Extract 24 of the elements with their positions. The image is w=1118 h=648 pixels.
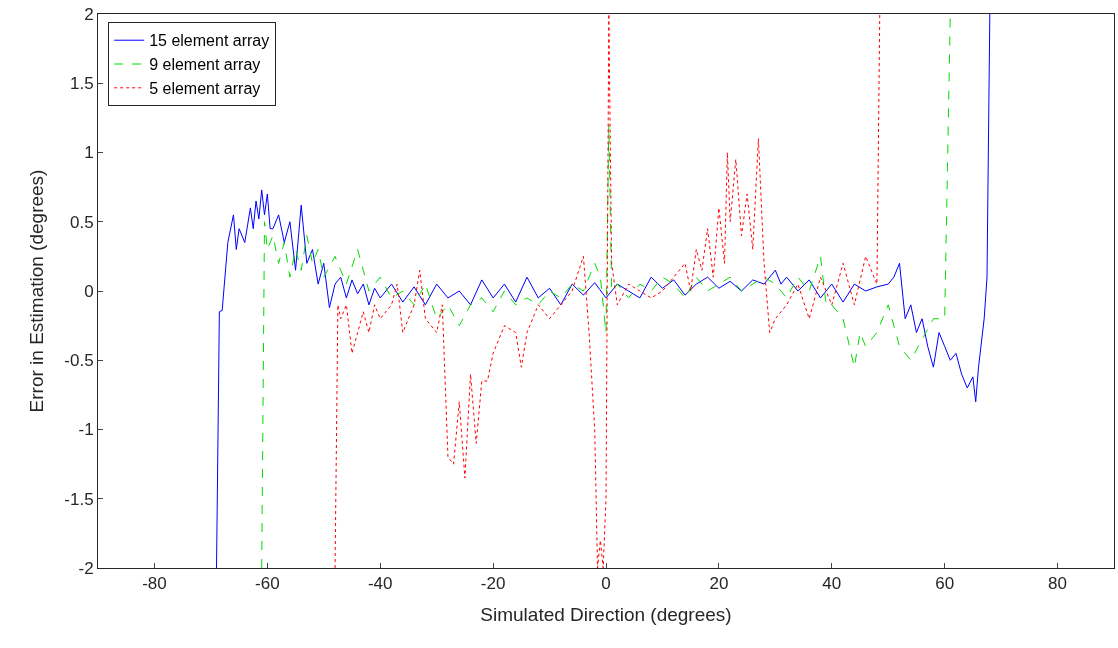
y-tick-label: 1 [84, 143, 94, 163]
y-tick-label: 1.5 [69, 74, 94, 94]
x-tick-label: -60 [255, 574, 280, 594]
x-tick-label: 80 [1048, 574, 1068, 594]
x-tick-label: -80 [142, 574, 167, 594]
y-tick-label: -1 [78, 420, 94, 440]
x-tick-label: -40 [367, 574, 393, 594]
y-tick-label: -0.5 [64, 351, 94, 371]
x-tick-label: 0 [601, 574, 611, 594]
y-tick-label: -1.5 [64, 489, 94, 509]
x-tick-label: 40 [822, 574, 842, 594]
legend-label: 15 element array [149, 32, 270, 50]
line-series [334, 14, 881, 568]
y-tick-label: -2 [78, 558, 94, 578]
x-tick-label: 60 [935, 574, 955, 594]
y-tick-label: 0.5 [69, 212, 94, 232]
x-axis-title: Simulated Direction (degrees) [480, 604, 732, 626]
x-tick-label: 20 [709, 574, 729, 594]
legend-label: 5 element array [149, 80, 261, 98]
y-axis-title: Error in Estimation (degrees) [26, 169, 48, 413]
y-tick-label: 2 [84, 4, 94, 24]
y-tick-label: 0 [84, 281, 94, 301]
legend-label: 9 element array [149, 56, 261, 74]
x-tick-label: -20 [480, 574, 506, 594]
